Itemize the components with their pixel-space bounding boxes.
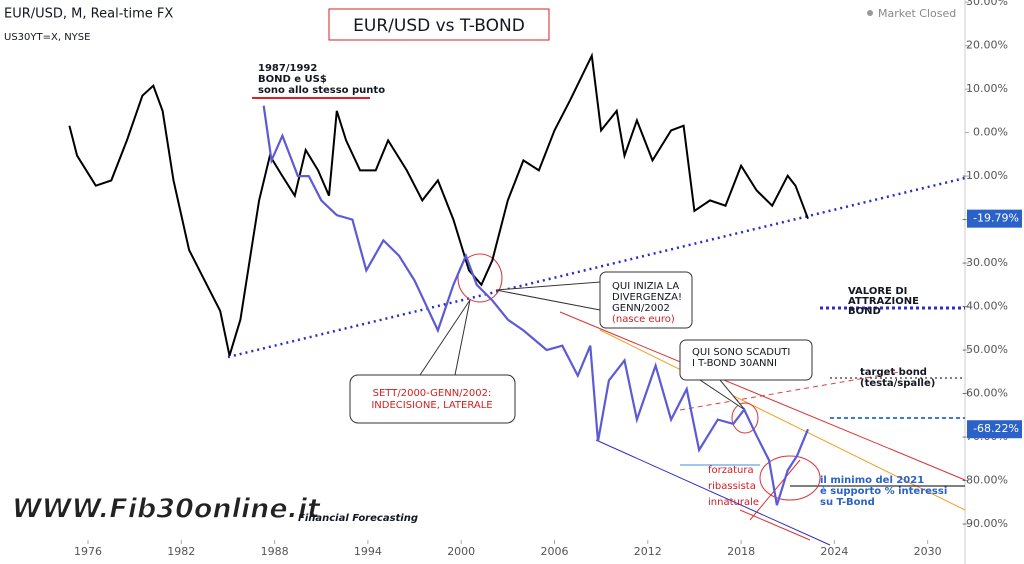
status-dot (867, 10, 873, 16)
y-tick-label: -40.00% (962, 300, 1008, 313)
annotation-text: BOND e US$ (258, 74, 327, 85)
y-tick-label: -10.00% (962, 169, 1008, 182)
x-tick-label: 1982 (167, 545, 195, 558)
x-tick-label: 2018 (727, 545, 755, 558)
annotation-text: SETT/2000-GENN/2002: (373, 388, 492, 399)
title-box (328, 8, 550, 41)
annotation-text: target bond (860, 367, 927, 378)
trend-line (227, 176, 966, 359)
y-tick-label: 10.00% (966, 82, 1008, 95)
y-tick-label: -80.00% (962, 473, 1008, 486)
x-tick-label: 2024 (820, 545, 848, 558)
last-value-label: -19.79% (973, 212, 1019, 225)
x-tick-label: 1976 (74, 545, 102, 558)
channel-line (599, 329, 966, 511)
neckline (679, 371, 901, 411)
annotation-text: DIVERGENZA! (612, 292, 682, 303)
annotation-text: BOND (848, 306, 881, 317)
x-tick-label: 2030 (914, 545, 942, 558)
highlight-circle (457, 253, 503, 303)
annotation-text: è supporto % interessi (820, 485, 947, 497)
last-value-label: -68.22% (973, 422, 1019, 435)
x-tick-label: 2012 (634, 545, 662, 558)
highlight-circle (731, 402, 759, 434)
annotation-text: INDECISIONE, LATERALE (371, 400, 492, 411)
annotation-text: su T-Bond (820, 497, 875, 508)
x-tick-label: 1994 (354, 545, 382, 558)
logo: WWW.Fib30online.it (12, 494, 321, 525)
arrow (739, 509, 811, 541)
annotation-text: QUI SONO SCADUTI (692, 347, 790, 358)
annotation-text: VALORE DI (848, 286, 907, 297)
annotation-text: (testa/spalle) (860, 378, 935, 389)
annotation-text: innaturale (708, 497, 759, 508)
annotation-text: I T-BOND 30ANNI (692, 358, 777, 369)
last-value-box (967, 209, 1022, 228)
x-tick-label: 2000 (447, 545, 475, 558)
y-tick-label: 20.00% (966, 39, 1008, 52)
x-tick-label: 2006 (540, 545, 568, 558)
status: Market Closed (878, 7, 956, 20)
series-line (262, 105, 810, 506)
annotation-text: ribassista (708, 481, 756, 492)
annotation-text: QUI INIZIA LA (612, 281, 679, 292)
drawings (227, 8, 966, 546)
y-tick-label: -50.00% (962, 343, 1008, 356)
callout-box (679, 339, 813, 381)
callout-box (349, 374, 516, 424)
x-tick-label: 1988 (261, 545, 289, 558)
annotation-text: forzatura (708, 465, 754, 476)
y-tick-label: -90.00% (962, 517, 1008, 530)
highlight-circle (759, 455, 821, 501)
last-value-box (967, 420, 1022, 439)
channel-line (595, 439, 831, 546)
annotation-text: il minimo del 2021 (820, 475, 924, 486)
y-tick-label: 30.00% (966, 0, 1008, 8)
annotation-note: (nasce euro) (612, 314, 675, 325)
annotation-text: GENN/2002 (612, 303, 670, 314)
annotation-text: ATTRAZIONE (848, 296, 919, 307)
series-line (68, 52, 809, 356)
callout-box (599, 271, 693, 329)
tagline: Financial Forecasting (298, 513, 418, 524)
annotation-text: sono allo stesso punto (258, 85, 385, 96)
plot: 30.00%20.00%10.00%0.00%-10.00%-20.00%-30… (68, 0, 1022, 558)
channel-line (559, 311, 966, 481)
y-tick-label: -60.00% (962, 386, 1008, 399)
y-tick-label: -30.00% (962, 256, 1008, 269)
annotation-text: 1987/1992 (258, 63, 317, 74)
y-tick-label: 0.00% (973, 126, 1008, 139)
series-name: US30YT=X, NYSE (4, 32, 90, 43)
series-name: EUR/USD, M, Real-time FX (4, 7, 173, 22)
chart-title: EUR/USD vs T-BOND (353, 16, 525, 36)
